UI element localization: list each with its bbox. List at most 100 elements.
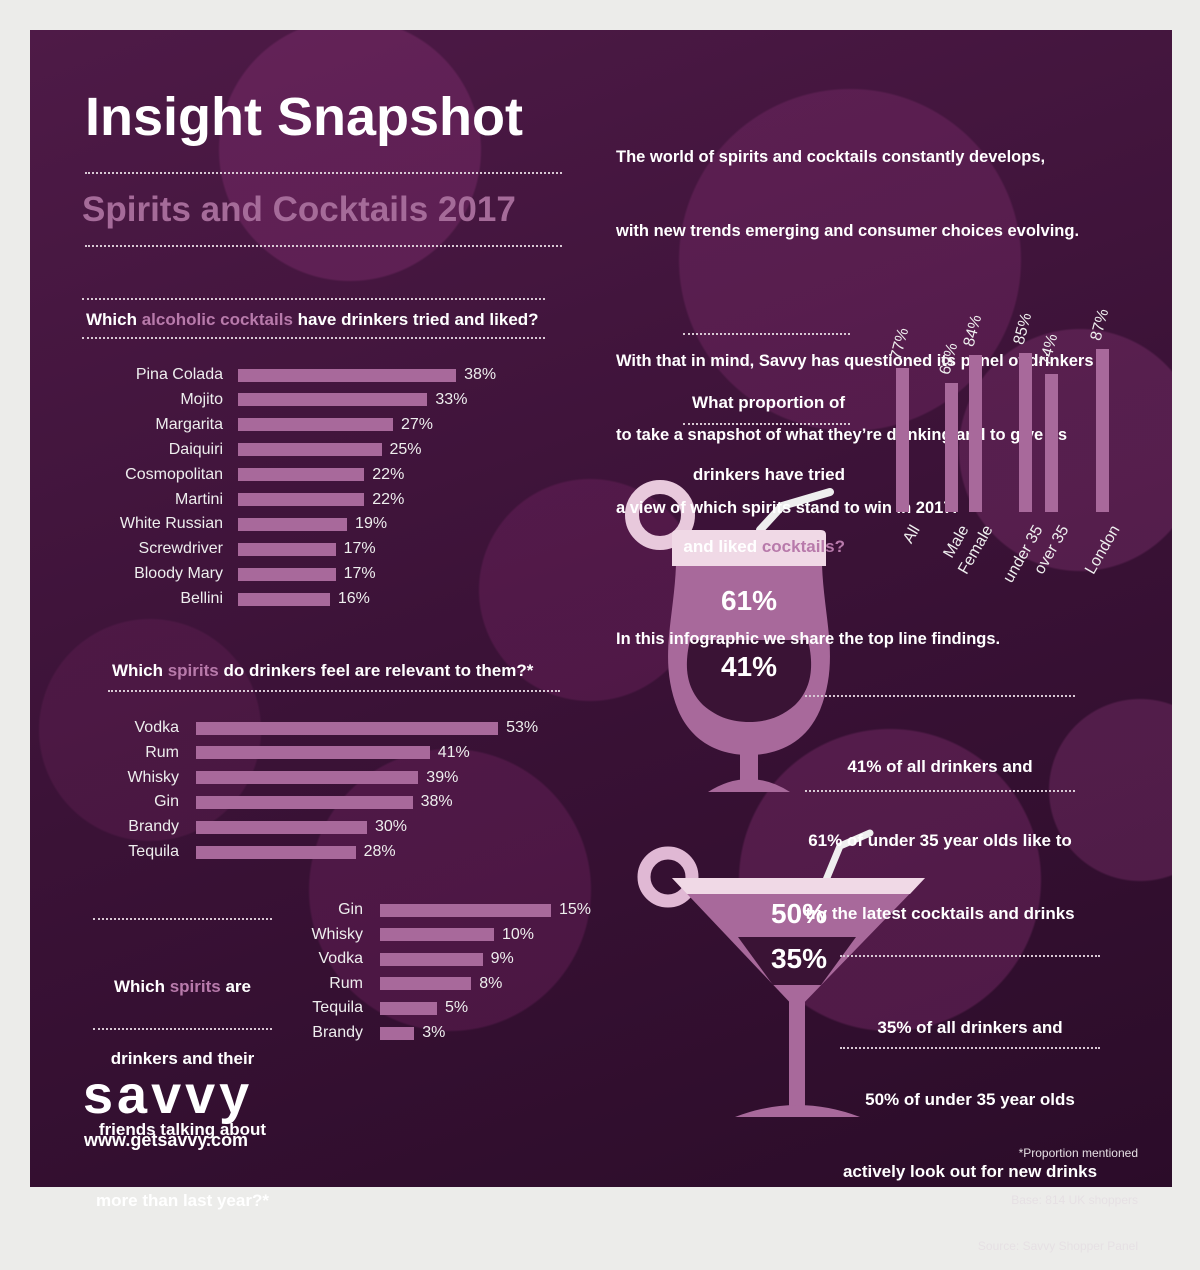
- category-label: Vodka: [318, 950, 363, 968]
- title-line: Which spirits are: [93, 975, 272, 999]
- bar: [196, 721, 499, 735]
- divider: [82, 298, 545, 300]
- category-label: Bellini: [180, 590, 223, 608]
- value-label: 41%: [437, 743, 470, 761]
- bar: [196, 820, 367, 834]
- value-label: 5%: [445, 999, 469, 1017]
- value-label: 17%: [343, 565, 376, 583]
- value-label: 28%: [363, 843, 396, 860]
- value-label: 19%: [355, 515, 388, 533]
- title-highlight: spirits: [167, 661, 219, 680]
- category-label: Margarita: [155, 415, 223, 433]
- value-label: 38%: [420, 793, 453, 811]
- title-highlight: spirits: [169, 977, 221, 997]
- value-label: 53%: [506, 719, 539, 736]
- title-highlight: alcoholic cocktails: [141, 310, 293, 329]
- bar: [196, 771, 419, 785]
- bar: [1018, 353, 1032, 512]
- glass-garnish: [625, 480, 695, 550]
- title-part: Which: [86, 310, 142, 329]
- caption-figure: 41%: [847, 757, 882, 776]
- divider: [683, 423, 850, 425]
- title-line: friends talking about: [98, 1119, 267, 1139]
- bar: [944, 382, 958, 512]
- bar: [895, 368, 909, 512]
- divider: [93, 918, 272, 920]
- straw: [756, 488, 834, 534]
- glass-rim: [672, 878, 925, 894]
- intro-line: With that in mind, Savvy has questioned …: [616, 352, 1094, 370]
- bar: [238, 542, 336, 556]
- bar: [380, 928, 494, 942]
- category-label: Martini: [174, 490, 223, 508]
- caption-line: 41% of all drinkers and: [780, 755, 1100, 780]
- caption-part: of under 35 year olds: [899, 1090, 1075, 1109]
- category-label: Brandy: [128, 818, 179, 836]
- divider: [85, 172, 562, 174]
- value-label: 9%: [490, 950, 514, 968]
- bar: [1044, 373, 1058, 512]
- straw: [822, 829, 874, 884]
- title-highlight: cocktails?: [761, 537, 845, 556]
- url: www.getsavvy.com: [84, 1130, 249, 1150]
- bar: [380, 1001, 437, 1015]
- bar: [238, 393, 428, 407]
- glass-stem: [740, 752, 758, 782]
- divider: [840, 1047, 1100, 1049]
- note: Base: 814 UK shoppers: [1011, 1192, 1138, 1207]
- value-label: 10%: [502, 925, 535, 943]
- bar: [238, 418, 393, 432]
- intro-line: In this infographic we share the top lin…: [616, 629, 1001, 648]
- title-line: and liked cocktails?: [640, 535, 845, 559]
- divider: [85, 245, 562, 247]
- value-label: 17%: [343, 540, 376, 558]
- divider: [93, 1028, 272, 1030]
- caption-figure: 61%: [808, 830, 843, 850]
- value-label: 16%: [337, 590, 370, 608]
- chart-title: Which alcoholic cocktails have drinkers …: [86, 310, 539, 330]
- divider: [840, 955, 1100, 957]
- glass-garnish: [637, 846, 699, 908]
- value-label: 15%: [559, 901, 592, 918]
- divider: [108, 690, 560, 692]
- intro-line: a view of which spirits stand to win in …: [616, 499, 958, 517]
- category-label: Daiquiri: [168, 440, 223, 458]
- title-line: What proportion of: [692, 393, 845, 412]
- caption-figure: 35%: [877, 1018, 912, 1037]
- glass-base: [735, 1105, 860, 1117]
- caption-line: actively look out for new drinks: [842, 1162, 1098, 1181]
- glass-stat: 50%: [770, 898, 828, 929]
- notes: *Proportion mentioned Base: 814 UK shopp…: [900, 1115, 1138, 1270]
- bar: [968, 354, 982, 512]
- caption: 35% of all drinkers and 50% of under 35 …: [810, 968, 1130, 1208]
- chart-title: What proportion of drinkers have tried a…: [640, 343, 845, 583]
- category-label: Rum: [145, 743, 179, 761]
- caption-line: try the latest cocktails and drinks: [805, 904, 1075, 923]
- glass-stat: 35%: [770, 943, 828, 974]
- glass-stem: [789, 1000, 805, 1108]
- caption-part: of all drinkers and: [911, 1018, 1063, 1037]
- title-line: more than last year?*: [96, 1190, 269, 1210]
- title-part: and liked: [683, 537, 762, 556]
- glass-inner: [686, 640, 812, 722]
- value-label: 3%: [422, 1024, 446, 1041]
- category-label: Whisky: [127, 768, 179, 786]
- bar: [1095, 349, 1109, 512]
- subtitle: Spirits and Cocktails 2017: [82, 190, 516, 229]
- category-label: Screwdriver: [138, 540, 223, 558]
- title-part: Which: [114, 977, 170, 997]
- divider: [683, 333, 850, 335]
- bar: [196, 845, 356, 859]
- caption-figure: 50%: [865, 1090, 900, 1109]
- category-label: Brandy: [312, 1024, 363, 1041]
- caption-part: of all drinkers and: [881, 757, 1033, 776]
- category-label: Mojito: [180, 390, 223, 408]
- panel: [30, 30, 1172, 1187]
- value-label: 30%: [375, 818, 408, 836]
- bar: [380, 952, 483, 966]
- bar: [238, 517, 348, 531]
- bar: [380, 903, 551, 917]
- value-label: 38%: [464, 366, 497, 383]
- caption-line: 35% of all drinkers and: [810, 1016, 1130, 1040]
- category-label: Rum: [329, 974, 363, 992]
